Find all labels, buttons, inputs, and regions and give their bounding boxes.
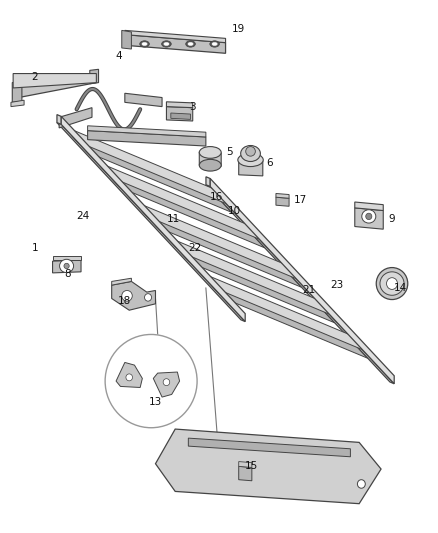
Polygon shape <box>57 115 61 124</box>
Text: 16: 16 <box>210 192 223 202</box>
Polygon shape <box>153 372 180 397</box>
Polygon shape <box>199 152 221 166</box>
Polygon shape <box>13 74 96 99</box>
Ellipse shape <box>386 278 398 289</box>
Ellipse shape <box>376 268 408 300</box>
Text: 14: 14 <box>394 283 407 293</box>
Ellipse shape <box>145 294 152 301</box>
Polygon shape <box>166 107 193 121</box>
Polygon shape <box>155 429 381 504</box>
Polygon shape <box>116 362 142 387</box>
Polygon shape <box>88 126 206 137</box>
Text: 8: 8 <box>64 270 71 279</box>
Polygon shape <box>13 74 96 88</box>
Text: 5: 5 <box>226 147 233 157</box>
Polygon shape <box>142 205 302 281</box>
Polygon shape <box>90 69 99 84</box>
Polygon shape <box>239 160 263 176</box>
Ellipse shape <box>142 43 147 46</box>
Ellipse shape <box>64 263 69 269</box>
Text: 17: 17 <box>293 195 307 205</box>
Polygon shape <box>208 276 368 352</box>
Polygon shape <box>208 282 368 358</box>
Polygon shape <box>122 30 131 49</box>
Ellipse shape <box>357 480 365 488</box>
Polygon shape <box>53 256 81 260</box>
Text: 4: 4 <box>115 51 122 61</box>
Polygon shape <box>88 131 206 146</box>
Text: 19: 19 <box>232 25 245 34</box>
Ellipse shape <box>162 41 171 47</box>
Ellipse shape <box>380 272 404 295</box>
Ellipse shape <box>140 41 149 47</box>
Polygon shape <box>106 165 120 188</box>
Polygon shape <box>166 102 193 108</box>
Ellipse shape <box>105 335 197 427</box>
Polygon shape <box>188 438 350 457</box>
Polygon shape <box>125 30 226 43</box>
Text: 2: 2 <box>32 72 39 82</box>
Polygon shape <box>112 278 131 285</box>
Polygon shape <box>57 123 245 321</box>
Polygon shape <box>276 197 289 206</box>
Polygon shape <box>53 260 81 273</box>
Polygon shape <box>106 172 265 248</box>
Ellipse shape <box>366 213 372 220</box>
Text: 13: 13 <box>149 398 162 407</box>
Polygon shape <box>276 193 289 198</box>
Ellipse shape <box>362 209 376 223</box>
Ellipse shape <box>188 43 193 46</box>
Polygon shape <box>142 205 157 227</box>
Polygon shape <box>12 81 22 102</box>
Text: 23: 23 <box>331 280 344 290</box>
Polygon shape <box>206 177 210 187</box>
Text: 9: 9 <box>389 214 396 223</box>
Polygon shape <box>239 462 252 467</box>
Polygon shape <box>72 136 232 212</box>
Polygon shape <box>142 211 302 287</box>
Polygon shape <box>208 276 223 298</box>
Polygon shape <box>11 100 24 107</box>
Polygon shape <box>72 130 87 152</box>
Ellipse shape <box>126 374 132 381</box>
Polygon shape <box>355 202 383 211</box>
Text: 24: 24 <box>77 211 90 221</box>
Polygon shape <box>106 165 265 241</box>
Ellipse shape <box>210 41 219 47</box>
Text: 15: 15 <box>245 462 258 471</box>
Ellipse shape <box>60 259 74 273</box>
Polygon shape <box>72 130 232 206</box>
Polygon shape <box>210 179 394 384</box>
Ellipse shape <box>212 43 217 46</box>
Ellipse shape <box>199 159 221 171</box>
Polygon shape <box>175 240 190 262</box>
Ellipse shape <box>246 147 255 156</box>
Polygon shape <box>175 240 335 317</box>
Ellipse shape <box>240 146 260 161</box>
Text: 18: 18 <box>118 296 131 306</box>
Ellipse shape <box>164 43 169 46</box>
Text: 6: 6 <box>266 158 273 167</box>
Ellipse shape <box>199 147 221 158</box>
Polygon shape <box>61 116 245 321</box>
Polygon shape <box>239 466 252 481</box>
Text: 3: 3 <box>189 102 196 111</box>
Polygon shape <box>125 93 162 107</box>
Polygon shape <box>171 113 191 119</box>
Ellipse shape <box>238 154 263 167</box>
Polygon shape <box>206 185 394 384</box>
Ellipse shape <box>186 41 195 47</box>
Ellipse shape <box>122 290 132 301</box>
Text: 10: 10 <box>228 206 241 215</box>
Polygon shape <box>355 208 383 229</box>
Polygon shape <box>112 281 155 310</box>
Text: 11: 11 <box>166 214 180 223</box>
Text: 22: 22 <box>188 243 201 253</box>
Text: 1: 1 <box>32 243 39 253</box>
Polygon shape <box>125 35 226 53</box>
Polygon shape <box>59 108 92 128</box>
Ellipse shape <box>163 378 170 385</box>
Polygon shape <box>175 247 335 323</box>
Text: 21: 21 <box>302 286 315 295</box>
